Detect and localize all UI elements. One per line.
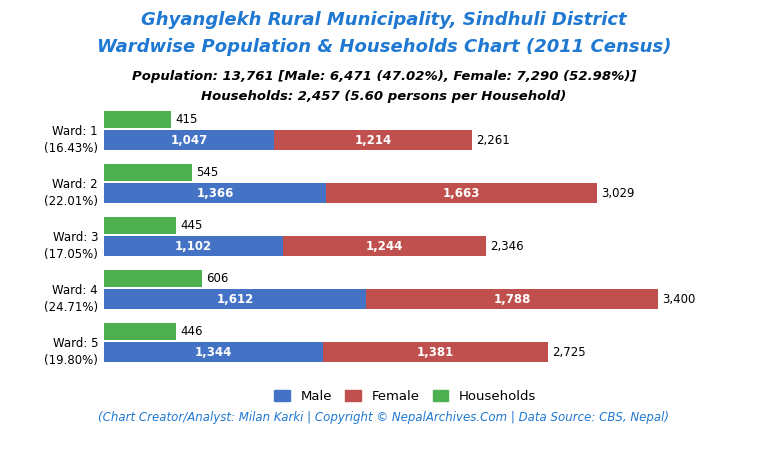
- Text: 2,346: 2,346: [490, 240, 524, 253]
- Bar: [104, 342, 323, 362]
- Text: 1,366: 1,366: [197, 187, 233, 200]
- Text: 3,400: 3,400: [662, 293, 695, 306]
- Text: 1,344: 1,344: [194, 346, 232, 359]
- Bar: [104, 289, 366, 309]
- Text: 2,725: 2,725: [551, 346, 585, 359]
- Text: 545: 545: [197, 166, 219, 179]
- Text: 2,261: 2,261: [476, 134, 510, 147]
- Bar: [104, 270, 203, 287]
- Text: 446: 446: [180, 325, 203, 338]
- Bar: [104, 323, 177, 340]
- Text: 1,102: 1,102: [175, 240, 212, 253]
- Bar: [104, 111, 171, 128]
- Text: 415: 415: [175, 113, 197, 126]
- Text: Wardwise Population & Households Chart (2011 Census): Wardwise Population & Households Chart (…: [97, 38, 671, 56]
- Bar: [366, 289, 657, 309]
- Text: 1,788: 1,788: [493, 293, 531, 306]
- Text: 445: 445: [180, 219, 203, 232]
- Bar: [104, 236, 283, 256]
- Bar: [104, 183, 326, 203]
- Text: 1,047: 1,047: [170, 134, 207, 147]
- Text: 606: 606: [207, 272, 229, 285]
- Text: 3,029: 3,029: [601, 187, 635, 200]
- Legend: Male, Female, Households: Male, Female, Households: [269, 384, 541, 408]
- Bar: [326, 183, 598, 203]
- Bar: [274, 130, 472, 150]
- Text: Population: 13,761 [Male: 6,471 (47.02%), Female: 7,290 (52.98%)]: Population: 13,761 [Male: 6,471 (47.02%)…: [132, 70, 636, 83]
- Text: 1,381: 1,381: [416, 346, 454, 359]
- Bar: [104, 130, 274, 150]
- Bar: [323, 342, 548, 362]
- Text: (Chart Creator/Analyst: Milan Karki | Copyright © NepalArchives.Com | Data Sourc: (Chart Creator/Analyst: Milan Karki | Co…: [98, 411, 670, 424]
- Text: 1,244: 1,244: [366, 240, 403, 253]
- Bar: [104, 164, 193, 181]
- Text: 1,612: 1,612: [217, 293, 253, 306]
- Text: Ghyanglekh Rural Municipality, Sindhuli District: Ghyanglekh Rural Municipality, Sindhuli …: [141, 11, 627, 29]
- Bar: [104, 217, 176, 234]
- Text: 1,663: 1,663: [443, 187, 481, 200]
- Text: Households: 2,457 (5.60 persons per Household): Households: 2,457 (5.60 persons per Hous…: [201, 90, 567, 103]
- Text: 1,214: 1,214: [355, 134, 392, 147]
- Bar: [283, 236, 486, 256]
